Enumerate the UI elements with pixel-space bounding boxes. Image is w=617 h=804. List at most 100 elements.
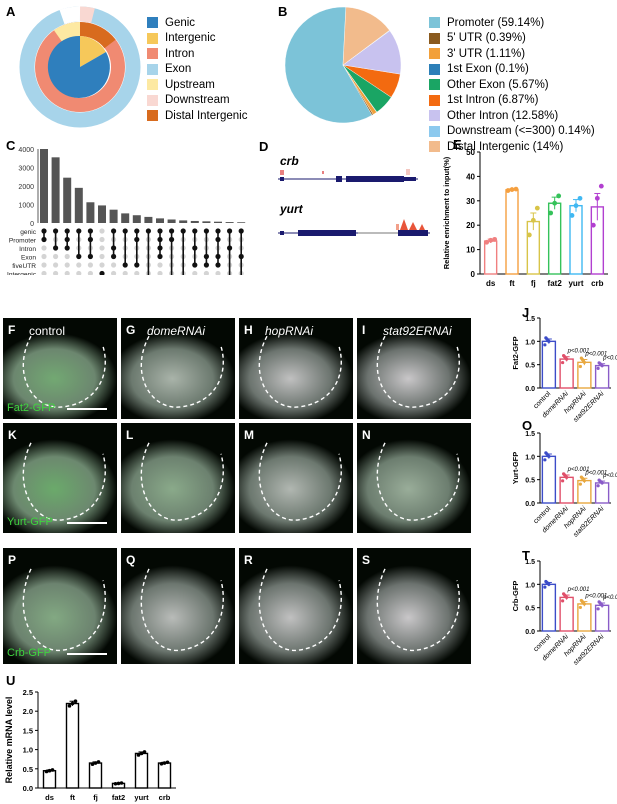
bar	[157, 762, 172, 789]
upset-tick-label: 2000	[18, 184, 34, 191]
legend-entry: Genic	[147, 15, 247, 31]
tissue-outline	[376, 568, 460, 651]
panel-label-L: L	[126, 428, 134, 442]
legend-swatch	[147, 94, 158, 106]
upset-dot	[87, 270, 93, 275]
upset-bar	[167, 219, 176, 223]
upset-dot	[64, 253, 70, 260]
x-tick-label: ds	[486, 279, 496, 288]
genome-tracks: crb yurt	[278, 154, 430, 236]
y-tick-label: 50	[466, 148, 475, 157]
upset-set-label: Exon	[21, 255, 36, 262]
upset-bar	[156, 218, 164, 223]
upset-dot	[87, 262, 93, 268]
panel-label-J: J	[522, 305, 530, 320]
data-point	[561, 479, 565, 483]
upset-set-label: genic	[20, 229, 36, 236]
legend-swatch	[429, 94, 440, 106]
upset-bar	[237, 222, 246, 223]
upset-tick-label: 1000	[18, 203, 34, 210]
data-point	[93, 761, 98, 765]
data-point	[159, 762, 164, 766]
legend-entry: 1st Exon (0.1%)	[429, 62, 595, 78]
x-tick-label: fat2	[112, 793, 125, 802]
dashed-boundary	[258, 335, 342, 408]
upset-dot	[53, 270, 59, 275]
dashed-boundary	[258, 568, 342, 651]
upset-dot	[192, 270, 198, 275]
y-tick-label: 0.5	[525, 606, 535, 613]
legend-label: 5' UTR (0.39%)	[447, 32, 526, 45]
yurt-exon-cluster	[398, 230, 428, 236]
p-value-label: p<0.001	[567, 587, 590, 593]
upset-dot	[99, 236, 105, 243]
bar	[505, 189, 519, 275]
data-point	[552, 200, 558, 206]
data-point	[578, 605, 582, 610]
upset-dot	[111, 262, 117, 268]
data-point	[513, 186, 519, 192]
upset-bar	[202, 221, 211, 223]
p-value-label: p<0.001	[584, 594, 607, 600]
upset-bar	[132, 215, 141, 223]
legend-entry: 3' UTR (1.11%)	[429, 46, 595, 62]
upset-dot	[99, 228, 105, 234]
microscopy-panel-Q: Q	[121, 548, 235, 664]
upset-tick-label: 0	[30, 221, 34, 228]
upstream-ring	[53, 21, 81, 42]
data-point	[561, 599, 565, 603]
upset-dot	[64, 270, 70, 275]
legend-entry: 5' UTR (0.39%)	[429, 31, 595, 47]
panel-label-G: G	[126, 323, 136, 337]
data-point	[582, 360, 586, 364]
data-point	[600, 481, 604, 485]
reporter-label: Fat2-GFP	[7, 402, 56, 414]
y-tick-label: 1.0	[525, 339, 535, 346]
panel-label-N: N	[362, 428, 371, 442]
legend-swatch	[429, 110, 440, 122]
bar	[541, 455, 557, 504]
data-point	[534, 205, 540, 211]
legend-label: Intron	[165, 47, 195, 60]
distal-intergenic-ring	[79, 22, 116, 49]
upset-bar	[51, 157, 60, 223]
data-point	[136, 753, 141, 757]
y-tick-label: 10	[466, 246, 475, 255]
data-point	[561, 360, 565, 365]
upset-bar	[214, 221, 222, 223]
upset-dot	[76, 270, 82, 275]
data-point	[530, 217, 536, 223]
panel-label-F: F	[8, 323, 16, 337]
microscopy-panel-M: M	[239, 423, 353, 533]
upset-set-label: Intron	[19, 246, 36, 253]
reporter-label: Crb-GFP	[7, 647, 51, 659]
data-point	[582, 479, 586, 483]
legend-swatch	[147, 17, 158, 29]
data-point	[509, 187, 515, 192]
legend-label: Other Exon (5.67%)	[447, 78, 549, 91]
tissue-outline	[22, 568, 106, 651]
legend-swatch	[147, 63, 158, 75]
p-value-label: p<0.001	[567, 467, 590, 473]
panel-label-P: P	[8, 553, 17, 567]
legend-entry: Intergenic	[147, 31, 247, 47]
panel-b-legend: Promoter (59.14%) 5' UTR (0.39%) 3' UTR (1…	[429, 15, 595, 155]
upset-bar	[190, 220, 199, 223]
y-tick-label: 30	[466, 197, 475, 206]
legend-label: Downstream (<=300) 0.14%)	[447, 125, 595, 138]
track-label-yurt: yurt	[279, 202, 304, 216]
upset-bar	[86, 202, 95, 223]
data-point	[67, 704, 72, 708]
y-tick-label: 0	[471, 270, 476, 279]
upset-bar	[225, 222, 234, 223]
data-point	[577, 195, 583, 201]
crb-peak-3	[406, 169, 410, 175]
legend-label: Upstream	[165, 78, 215, 91]
dashed-boundary	[22, 442, 106, 521]
bar	[541, 583, 557, 632]
data-point	[96, 760, 101, 764]
legend-label: 3' UTR (1.11%)	[447, 47, 526, 60]
legend-label: Genic	[165, 16, 196, 29]
upset-dot	[157, 262, 163, 268]
